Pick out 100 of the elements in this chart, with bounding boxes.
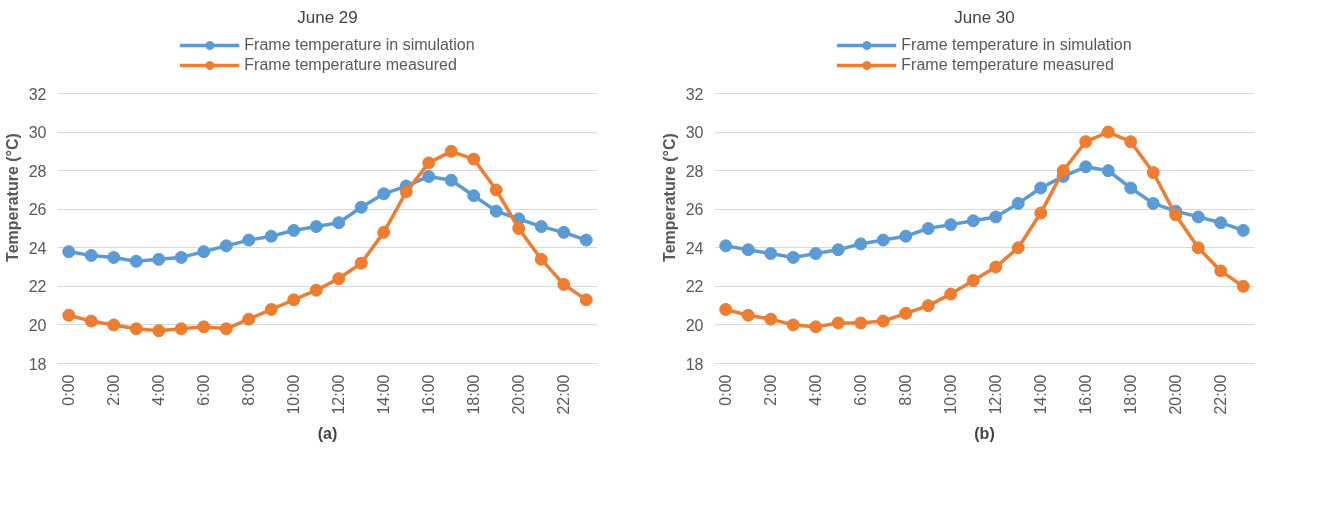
point <box>264 229 278 243</box>
x-tick-label: 12:00 <box>330 374 348 415</box>
y-tick-label: 20 <box>28 316 47 334</box>
x-tick-label: 18:00 <box>465 374 483 415</box>
point <box>1079 135 1093 149</box>
point <box>1101 125 1115 139</box>
x-tick-label: 22:00 <box>1212 374 1230 415</box>
point <box>944 218 958 232</box>
point <box>741 243 755 257</box>
x-tick-label: 2:00 <box>105 374 123 406</box>
point <box>921 299 935 313</box>
point <box>489 204 503 218</box>
y-tick-label: 24 <box>28 239 47 257</box>
point <box>989 210 1003 224</box>
point <box>557 277 571 291</box>
x-tick-label: 14:00 <box>1032 374 1050 415</box>
x-tick-label: 16:00 <box>1077 374 1095 415</box>
x-tick-label: 12:00 <box>987 374 1005 415</box>
point <box>764 312 778 326</box>
point <box>786 318 800 332</box>
point <box>1034 181 1048 195</box>
point <box>444 144 458 158</box>
y-tick-label: 28 <box>28 162 47 180</box>
point <box>174 250 188 264</box>
x-tick-label: 6:00 <box>195 374 213 406</box>
point <box>332 216 346 230</box>
x-tick-label: 8:00 <box>240 374 258 406</box>
point <box>921 222 935 235</box>
point <box>786 250 800 264</box>
point <box>287 223 301 237</box>
point <box>422 169 436 183</box>
point <box>719 239 733 253</box>
y-tick-label: 26 <box>685 201 704 219</box>
y-tick-label: 30 <box>28 124 47 142</box>
point <box>219 239 233 253</box>
x-tick-label: 6:00 <box>852 374 870 406</box>
x-tick-label: 14:00 <box>375 374 393 415</box>
point <box>1169 208 1183 222</box>
y-axis-title: Temperature (°C) <box>3 133 21 262</box>
x-tick-label: 0:00 <box>717 374 735 406</box>
x-tick-label: 16:00 <box>420 374 438 415</box>
point <box>354 200 368 214</box>
point <box>107 250 121 264</box>
point <box>309 283 323 297</box>
point <box>287 293 301 307</box>
y-tick-label: 20 <box>685 316 704 334</box>
point <box>899 306 913 320</box>
point <box>1079 160 1093 174</box>
point <box>129 322 143 336</box>
point <box>966 214 980 228</box>
x-tick-label: 20:00 <box>510 374 528 415</box>
y-tick-label: 32 <box>685 85 704 103</box>
point <box>876 314 890 328</box>
text: (a) <box>317 424 338 442</box>
point <box>854 316 868 330</box>
y-tick-label: 18 <box>28 355 47 373</box>
point <box>1236 279 1250 293</box>
point <box>84 249 98 262</box>
point <box>989 260 1003 274</box>
y-axis-title: Temperature (°C) <box>660 133 678 262</box>
legend-label: Frame temperature in simulation <box>244 36 475 54</box>
x-tick-label: 10:00 <box>942 374 960 415</box>
point <box>534 252 548 266</box>
legend-label: Frame temperature measured <box>901 56 1114 74</box>
point <box>579 233 593 247</box>
x-tick-label: 18:00 <box>1122 374 1140 415</box>
x-tick-label: 0:00 <box>60 374 78 406</box>
point <box>579 293 593 307</box>
x-tick-label: 4:00 <box>807 374 825 406</box>
point <box>152 324 166 338</box>
point <box>1146 166 1160 180</box>
point <box>62 245 76 259</box>
y-tick-label: 28 <box>685 162 704 180</box>
point <box>809 247 823 261</box>
point <box>1011 241 1025 255</box>
point <box>309 220 323 234</box>
point <box>1214 216 1228 230</box>
point <box>899 229 913 243</box>
y-tick-label: 22 <box>685 278 704 296</box>
point <box>831 243 845 257</box>
point <box>377 225 391 239</box>
point <box>966 274 980 288</box>
text: (b) <box>974 424 995 442</box>
x-tick-label: 22:00 <box>555 374 573 415</box>
point <box>399 185 413 199</box>
point <box>264 303 278 316</box>
point <box>354 256 368 270</box>
point <box>557 225 571 239</box>
point <box>1124 135 1138 149</box>
x-tick-label: 2:00 <box>762 374 780 406</box>
point <box>174 322 188 336</box>
point <box>764 247 778 261</box>
y-tick-label: 22 <box>28 278 47 296</box>
point <box>422 156 436 170</box>
point <box>1124 181 1138 195</box>
point <box>242 312 256 326</box>
point <box>377 187 391 201</box>
point <box>444 173 458 187</box>
x-tick-label: 4:00 <box>150 374 168 406</box>
point <box>1236 223 1250 237</box>
